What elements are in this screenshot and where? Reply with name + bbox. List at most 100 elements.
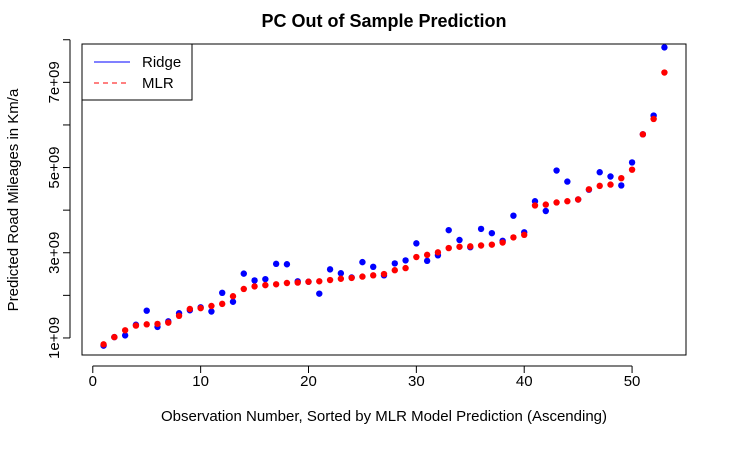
point-mlr: [219, 300, 226, 308]
point-mlr: [467, 243, 474, 250]
legend-label-mlr: MLR: [142, 75, 174, 92]
point-mlr: [639, 131, 647, 138]
x-tick-label: 20: [300, 373, 317, 390]
point-mlr: [499, 239, 506, 246]
point-mlr: [370, 272, 377, 279]
point-mlr: [251, 283, 258, 290]
x-axis: 0 10 20 30 40 50: [89, 365, 641, 390]
point-ridge: [423, 257, 431, 265]
legend-label-ridge: Ridge: [142, 54, 181, 71]
point-ridge: [229, 298, 237, 305]
point-mlr: [596, 182, 603, 190]
point-mlr: [423, 251, 431, 259]
point-mlr: [283, 279, 291, 287]
y-tick-label: 5e+09: [46, 146, 63, 188]
point-mlr: [165, 319, 172, 326]
y-tick-label: 7e+09: [46, 61, 63, 103]
point-ridge: [121, 332, 129, 339]
x-tick-label: 40: [516, 373, 533, 390]
point-ridge: [391, 260, 398, 267]
point-mlr: [434, 249, 442, 256]
point-ridge: [326, 266, 334, 273]
point-mlr: [197, 304, 204, 312]
point-mlr: [186, 305, 194, 313]
point-ridge: [251, 277, 258, 284]
point-mlr: [111, 333, 118, 341]
point-ridge: [208, 308, 215, 315]
point-ridge: [337, 270, 345, 277]
point-mlr: [607, 181, 614, 188]
point-ridge: [370, 263, 377, 271]
point-mlr: [531, 202, 539, 209]
point-mlr: [208, 302, 215, 310]
point-mlr: [488, 241, 496, 248]
point-mlr: [348, 274, 355, 282]
point-ridge: [402, 257, 409, 264]
plot-frame: [81, 43, 687, 356]
point-mlr: [380, 270, 388, 278]
point-mlr: [326, 276, 334, 284]
legend-box: [81, 43, 193, 101]
point-ridge: [219, 289, 226, 296]
point-mlr: [618, 174, 625, 182]
point-ridge: [607, 173, 614, 180]
point-mlr: [542, 201, 549, 208]
point-ridge: [628, 159, 636, 166]
point-mlr: [585, 186, 593, 193]
point-mlr: [229, 293, 237, 300]
x-axis-title: Observation Number, Sorted by MLR Model …: [161, 408, 607, 425]
point-mlr: [391, 267, 398, 274]
point-ridge: [456, 236, 463, 244]
y-tick-label: 1e+09: [46, 317, 63, 359]
point-ridge: [618, 182, 625, 189]
point-ridge: [316, 290, 323, 297]
point-ridge: [143, 307, 150, 314]
point-mlr: [100, 341, 107, 348]
point-mlr: [316, 278, 323, 285]
x-tick-label: 30: [408, 373, 425, 390]
point-ridge: [553, 167, 560, 174]
point-mlr: [445, 244, 452, 252]
legend: Ridge MLR: [81, 43, 193, 101]
point-ridge: [240, 270, 247, 277]
point-ridge: [564, 178, 571, 185]
y-axis-title: Predicted Road Mileages in Km/a: [5, 88, 22, 311]
point-mlr: [456, 243, 463, 250]
point-mlr: [305, 278, 312, 285]
point-mlr: [564, 198, 571, 205]
point-mlr: [650, 115, 657, 123]
point-mlr: [294, 279, 301, 286]
point-ridge: [445, 226, 452, 234]
point-ridge: [596, 169, 603, 176]
point-ridge: [488, 229, 496, 237]
point-mlr: [143, 321, 150, 328]
point-ridge: [477, 225, 485, 233]
point-ridge: [510, 212, 517, 219]
x-tick-label: 50: [624, 373, 641, 390]
point-mlr: [337, 275, 345, 282]
point-mlr: [510, 234, 517, 241]
point-ridge: [542, 207, 549, 215]
point-mlr: [272, 281, 280, 288]
point-mlr: [402, 264, 409, 272]
point-mlr: [413, 253, 420, 261]
point-mlr: [154, 320, 161, 328]
point-ridge: [661, 44, 668, 51]
x-tick-label: 0: [89, 373, 97, 390]
point-mlr: [240, 285, 247, 293]
point-ridge: [413, 240, 420, 247]
point-mlr: [553, 199, 560, 206]
x-tick-label: 10: [192, 373, 209, 390]
data-points: [100, 44, 668, 349]
point-mlr: [132, 322, 140, 329]
point-mlr: [521, 231, 528, 239]
point-ridge: [272, 260, 280, 268]
point-mlr: [262, 281, 269, 289]
point-ridge: [262, 275, 269, 283]
point-ridge: [359, 258, 366, 266]
point-mlr: [574, 196, 582, 203]
point-mlr: [661, 69, 668, 76]
point-mlr: [175, 312, 183, 320]
